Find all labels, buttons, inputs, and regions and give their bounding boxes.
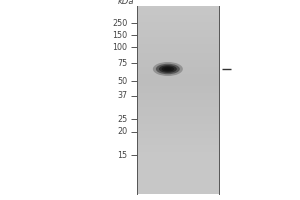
Bar	[136, 25, 219, 27]
Bar	[136, 97, 219, 100]
Bar	[136, 34, 219, 37]
Text: 50: 50	[117, 76, 127, 86]
Bar	[136, 76, 219, 79]
Text: kDa: kDa	[118, 0, 134, 6]
Text: 150: 150	[112, 30, 127, 40]
Bar	[136, 189, 219, 192]
Bar	[136, 147, 219, 149]
Ellipse shape	[159, 65, 177, 73]
Bar	[136, 18, 219, 20]
Ellipse shape	[156, 64, 180, 74]
Bar	[136, 168, 219, 170]
Bar	[136, 187, 219, 189]
Bar	[136, 50, 219, 53]
Bar	[136, 39, 219, 41]
Bar	[136, 137, 219, 140]
Bar	[136, 41, 219, 44]
Bar	[136, 20, 219, 22]
Bar	[136, 159, 219, 161]
Bar	[136, 107, 219, 109]
Bar	[136, 184, 219, 187]
Bar	[136, 156, 219, 159]
Ellipse shape	[161, 66, 174, 72]
Bar	[136, 142, 219, 145]
Bar	[136, 149, 219, 152]
Bar	[136, 8, 219, 11]
Bar	[136, 152, 219, 154]
Text: 100: 100	[112, 43, 127, 51]
Bar	[136, 13, 219, 15]
Bar	[136, 161, 219, 163]
Bar	[136, 126, 219, 128]
Bar	[136, 22, 219, 25]
Bar	[136, 83, 219, 86]
Text: 75: 75	[117, 58, 127, 68]
Bar	[136, 112, 219, 114]
Bar	[136, 121, 219, 124]
Bar	[136, 60, 219, 62]
Bar	[136, 6, 219, 8]
Bar	[136, 95, 219, 98]
Bar	[136, 88, 219, 91]
Bar	[136, 102, 219, 105]
Text: 15: 15	[117, 151, 127, 160]
Bar	[136, 55, 219, 58]
Ellipse shape	[153, 62, 183, 76]
Bar	[136, 154, 219, 156]
Bar	[136, 74, 219, 77]
Bar	[136, 116, 219, 119]
Bar	[136, 128, 219, 131]
Bar	[136, 65, 219, 67]
Bar	[136, 180, 219, 182]
Bar	[136, 62, 219, 65]
Bar	[136, 90, 219, 93]
Bar	[136, 109, 219, 112]
Bar	[136, 191, 219, 194]
Bar	[136, 43, 219, 46]
Bar	[136, 173, 219, 175]
Bar	[136, 67, 219, 69]
Text: 20: 20	[117, 128, 127, 136]
Bar	[136, 130, 219, 133]
Bar	[136, 182, 219, 185]
Bar	[136, 140, 219, 142]
Bar	[136, 58, 219, 60]
Bar	[136, 15, 219, 18]
Bar	[136, 175, 219, 178]
Bar	[136, 93, 219, 95]
Bar	[136, 170, 219, 173]
Bar	[136, 46, 219, 48]
Bar	[136, 114, 219, 116]
Bar	[136, 133, 219, 135]
Bar	[136, 53, 219, 55]
Bar	[136, 119, 219, 121]
Bar	[136, 29, 219, 32]
Bar	[136, 104, 219, 107]
Bar	[136, 177, 219, 180]
Bar	[136, 72, 219, 74]
Bar	[136, 144, 219, 147]
Bar	[136, 48, 219, 51]
Bar	[136, 36, 219, 39]
Bar	[136, 86, 219, 88]
Bar	[136, 69, 219, 72]
Text: 37: 37	[117, 92, 127, 100]
Bar	[136, 81, 219, 84]
Text: 250: 250	[112, 19, 127, 27]
Bar	[136, 79, 219, 81]
Bar	[136, 27, 219, 29]
Bar	[136, 32, 219, 34]
Bar	[136, 135, 219, 138]
Bar	[136, 163, 219, 166]
Bar	[136, 10, 219, 13]
Text: 25: 25	[117, 114, 127, 123]
Bar	[136, 166, 219, 168]
Bar	[136, 123, 219, 126]
Bar	[136, 100, 219, 102]
Ellipse shape	[164, 67, 172, 71]
